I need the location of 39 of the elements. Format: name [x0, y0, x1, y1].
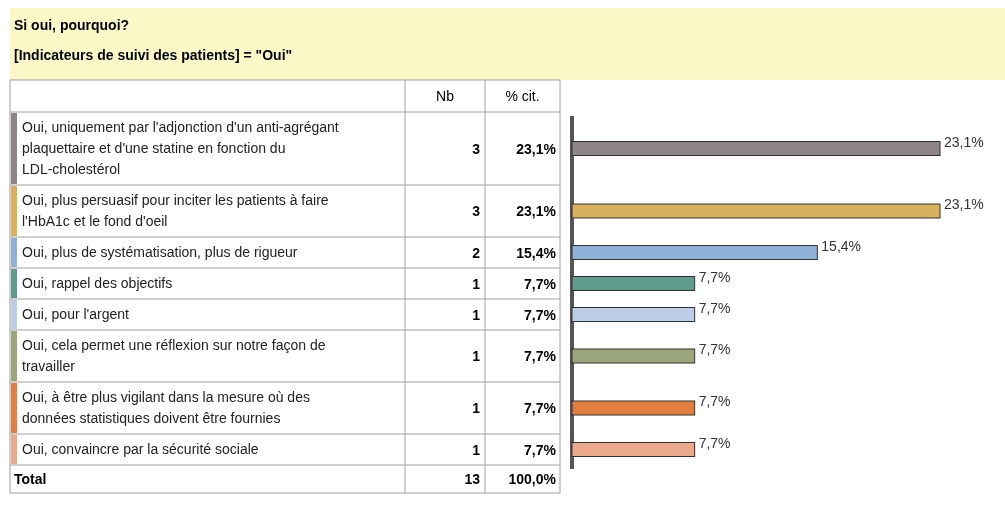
data-label: 7,7%: [524, 275, 557, 292]
data-label: 23,1%: [516, 140, 557, 157]
text: 3: [472, 140, 481, 157]
text: 15,4%: [821, 237, 862, 254]
y-tick-label: Oui, convaincre par la sécurité sociale: [22, 441, 259, 457]
y-tick-label: Oui, plus persuasif pour inciter les patients à faire l'HbA1c et le fond d'oeil: [22, 192, 329, 229]
text: [Indicateurs de suivi des patients] = "Oui": [14, 47, 293, 63]
text: 2: [472, 244, 481, 261]
data-label: 7,7%: [524, 400, 557, 416]
text: 1: [472, 275, 481, 292]
y-tick-label: Oui, pour l'argent: [22, 306, 130, 322]
y-tick-label: Oui, à être plus vigilant dans la mesure où des données statistiques doivent être fournies: [22, 389, 310, 426]
data-label: 7,7%: [524, 306, 557, 323]
text: 7,7%: [698, 341, 731, 357]
text: Nb: [436, 88, 455, 104]
text: 23,1%: [944, 133, 984, 150]
text: 1: [472, 400, 481, 416]
text: % cit.: [505, 88, 540, 104]
text: 7,7%: [698, 299, 731, 316]
text: Si oui, pourquoi?: [14, 17, 130, 33]
data-label: 7,7%: [524, 348, 557, 364]
data-label: 7,7%: [524, 441, 557, 458]
text: 3: [472, 203, 481, 219]
y-tick-label: Oui, plus de systématisation, plus de rigueur: [22, 244, 298, 260]
y-tick-label: Oui, rappel des objectifs: [22, 275, 173, 291]
y-tick-label: Oui, cela permet une réflexion sur notre façon de travailler: [22, 337, 326, 374]
text: 23,1%: [944, 196, 984, 212]
text: 13: [464, 471, 481, 487]
text: 1: [472, 441, 481, 458]
text: 100,0%: [508, 471, 557, 487]
data-label: 23,1%: [516, 203, 557, 219]
text: 1: [472, 348, 481, 364]
text: 1: [472, 306, 481, 323]
text: 7,7%: [698, 268, 731, 285]
text: Total: [14, 471, 47, 487]
text: 7,7%: [698, 393, 731, 409]
text: 7,7%: [698, 434, 731, 451]
data-label: 15,4%: [516, 244, 557, 261]
y-tick-label: Oui, uniquement par l'adjonction d'un anti-agrégant plaquettaire et d'une statine en fonction du LDL-cholestérol: [22, 119, 339, 177]
